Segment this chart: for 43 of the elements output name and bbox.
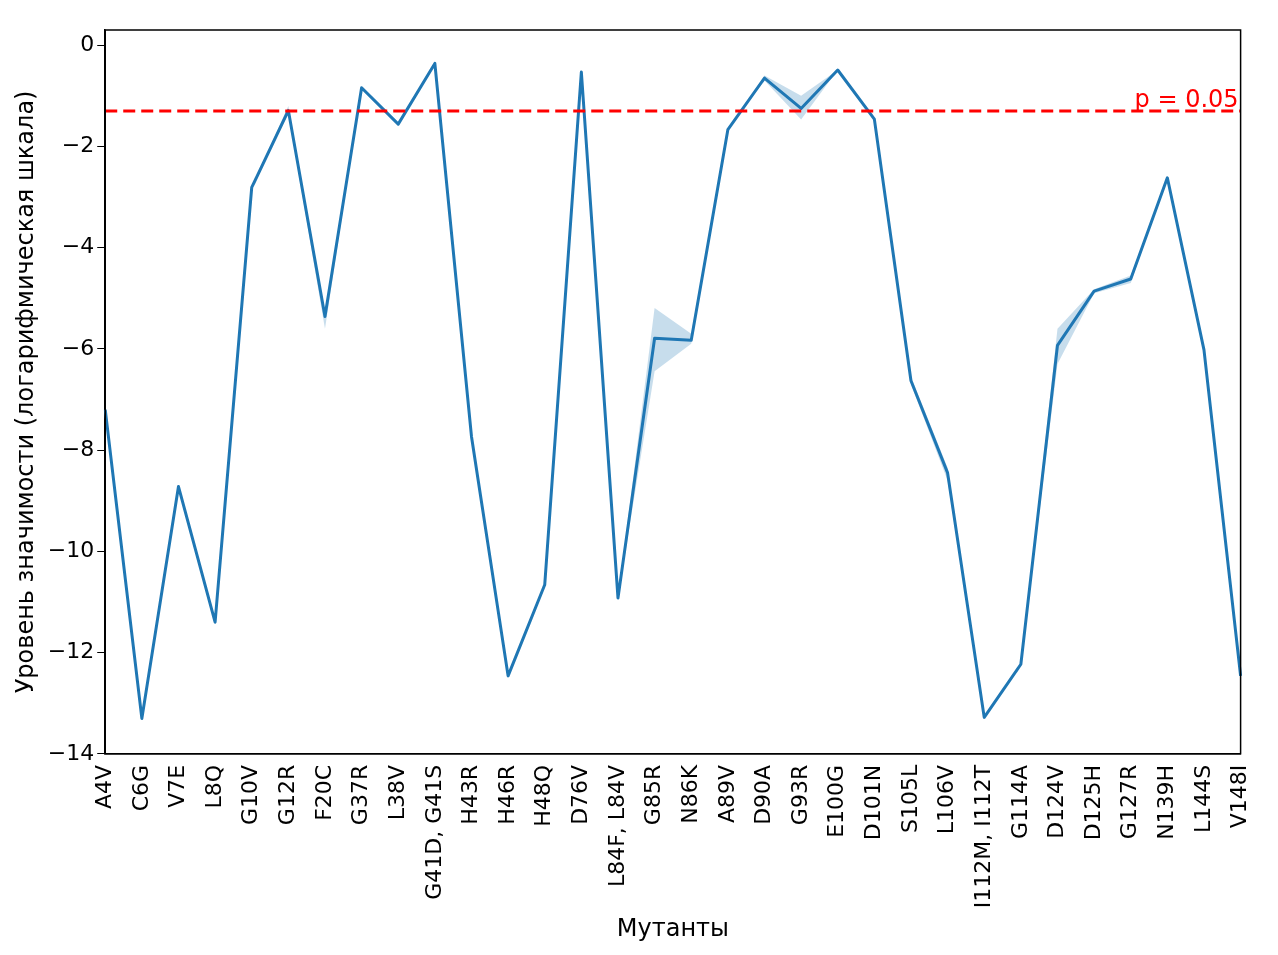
x-tick-label: V148I [1226, 764, 1252, 829]
x-tick-label: G93R [786, 764, 812, 826]
annotation: p = 0.05 [1134, 85, 1239, 114]
x-tick-label: S105L [896, 764, 922, 834]
x-tick-label: G41D, G41S [420, 764, 446, 900]
x-tick-label: N139H [1153, 764, 1179, 840]
y-tick-label: −2 [61, 132, 95, 158]
x-tick-label: H46R [493, 764, 519, 825]
x-tick-label: F20C [310, 764, 336, 821]
x-tick-label: G127R [1116, 764, 1142, 840]
x-tick-label: D125H [1079, 764, 1105, 841]
x-tick-label: V7E [164, 764, 190, 808]
x-tick-label: L38V [383, 764, 409, 821]
x-tick-label: G114A [1006, 764, 1032, 839]
x-tick-label: A89V [713, 764, 739, 823]
y-axis-title: Уровень значимости (логарифмическая шкала) [10, 90, 39, 694]
x-tick-label: L84F, L84V [603, 764, 629, 888]
x-tick-label: L8Q [200, 764, 226, 809]
y-tick-label: −4 [61, 233, 95, 259]
y-tick-label: −8 [61, 435, 95, 461]
x-tick-label: D101N [860, 764, 886, 841]
x-tick-label: H43R [457, 764, 483, 825]
x-tick-label: L106V [933, 764, 959, 835]
y-tick-label: −12 [47, 638, 95, 664]
x-tick-label: H48Q [530, 764, 556, 827]
y-tick-label: −6 [61, 334, 95, 360]
x-tick-label: G10V [237, 764, 263, 825]
x-tick-label: N86K [676, 764, 702, 824]
x-tick-label: L144S [1189, 764, 1215, 834]
x-tick-label: G37R [347, 764, 373, 826]
x-tick-label: C6G [127, 764, 153, 812]
x-tick-label: G85R [640, 764, 666, 826]
y-tick-label: 0 [80, 30, 95, 56]
x-axis-title: Мутанты [616, 913, 730, 942]
x-tick-label: D124V [1043, 764, 1069, 839]
x-tick-label: D76V [567, 764, 593, 825]
x-tick-label: G12R [274, 764, 300, 826]
y-tick-label: −10 [47, 537, 95, 563]
x-tick-label: D90A [750, 764, 776, 825]
x-tick-label: A4V [90, 764, 116, 809]
x-tick-label: I112M, I112T [969, 764, 995, 909]
x-tick-label: E100G [823, 764, 849, 838]
y-tick-label: −14 [47, 739, 95, 765]
